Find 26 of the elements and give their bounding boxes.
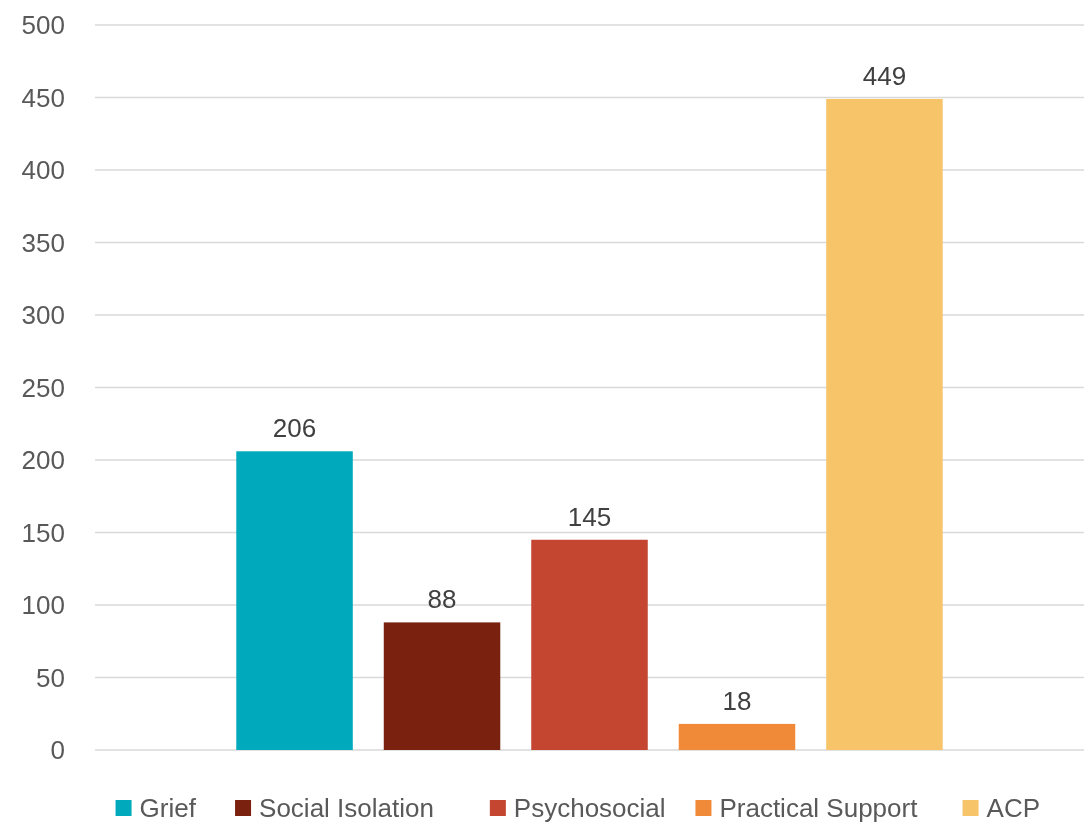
legend-label: Practical Support [719, 793, 919, 824]
data-label: 449 [862, 60, 907, 91]
legend-label: ACP [986, 793, 1041, 824]
data-label: 145 [567, 501, 612, 532]
bar [678, 723, 796, 750]
legend-label: Social Isolation [259, 793, 434, 824]
y-tick-label: 100 [21, 590, 65, 621]
bar [531, 539, 648, 750]
data-label: 88 [427, 584, 457, 615]
y-tick-label: 200 [21, 445, 65, 476]
data-label: 18 [722, 685, 752, 716]
legend-label: Grief [139, 793, 197, 824]
legend-label: Psychosocial [513, 793, 666, 824]
y-tick-label: 500 [21, 10, 65, 41]
data-label: 206 [272, 413, 317, 444]
bar [826, 98, 943, 750]
bar [236, 451, 353, 750]
y-tick-label: 300 [21, 300, 65, 331]
y-tick-label: 350 [21, 227, 65, 258]
y-tick-label: 0 [50, 735, 65, 766]
y-tick-label: 450 [21, 82, 65, 113]
bar [383, 622, 501, 750]
y-tick-label: 400 [21, 155, 65, 186]
y-tick-label: 50 [36, 662, 65, 693]
y-tick-label: 150 [21, 517, 65, 548]
y-tick-label: 250 [21, 372, 65, 403]
